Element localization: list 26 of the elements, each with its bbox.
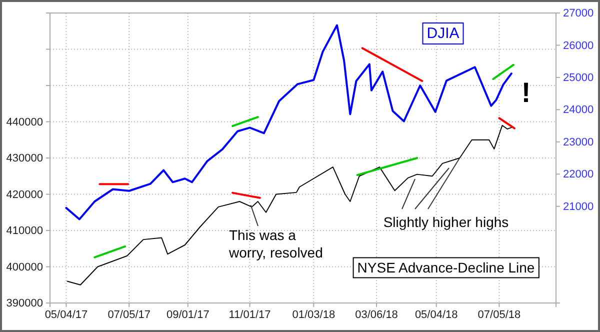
y-tick-label: 390000	[6, 298, 43, 310]
y-tick-label: 430000	[6, 152, 43, 165]
y2-tick-label: 26000	[563, 40, 594, 52]
y-tick-label: 410000	[6, 225, 43, 238]
text: NYSE Advance-Decline Line	[357, 260, 535, 276]
y2-tick-label: 27000	[563, 8, 594, 20]
x-tick-label: 05/04/17	[44, 308, 88, 321]
x-tick-label: 05/04/18	[414, 308, 458, 321]
series-label: DJIA	[426, 24, 460, 42]
annotation: !	[521, 77, 531, 108]
y2-tick-label: 25000	[563, 72, 594, 84]
x-tick-label: 11/01/17	[228, 308, 271, 321]
y2-tick-label: 23000	[563, 136, 594, 148]
x-tick-label: 07/05/18	[478, 308, 521, 321]
y-tick-label: 440000	[6, 116, 43, 128]
y2-tick-label: 24000	[563, 104, 594, 116]
annotation: This was a worry, resolved	[228, 227, 323, 260]
x-tick-label: 03/06/18	[355, 308, 398, 321]
x-tick-label: 09/01/17	[166, 308, 210, 321]
x-tick-label: 01/03/18	[292, 308, 336, 321]
y-tick-label: 420000	[6, 188, 43, 201]
y2-tick-label: 21000	[563, 200, 594, 213]
annotation: Slightly higher highs	[383, 214, 509, 230]
y-tick-label: 400000	[6, 261, 43, 274]
x-tick-label: 07/05/17	[108, 308, 151, 321]
y2-tick-label: 22000	[563, 168, 594, 181]
